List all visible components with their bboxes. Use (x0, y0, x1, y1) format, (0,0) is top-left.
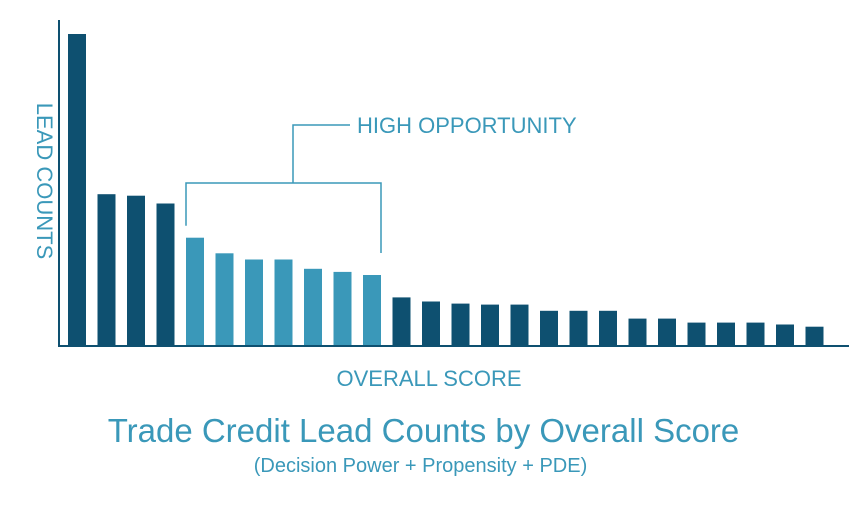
bar-13 (422, 301, 440, 345)
bar-22 (687, 322, 706, 345)
bar-4 (156, 203, 175, 345)
bars-group (68, 34, 824, 345)
chart-title: Trade Credit Lead Counts by Overall Scor… (107, 412, 740, 449)
annotation-bracket (185, 124, 382, 254)
bar-12 (392, 297, 411, 345)
x-axis-label: OVERALL SCORE (336, 366, 521, 391)
bar-14 (451, 303, 470, 345)
chart-subtitle: (Decision Power + Propensity + PDE) (253, 455, 588, 477)
bracket-leader-line (292, 124, 350, 183)
bar-19 (599, 310, 617, 345)
bar-7 (245, 259, 263, 345)
bar-6 (215, 253, 234, 345)
bar-10 (333, 271, 352, 345)
bar-17 (540, 310, 558, 345)
bar-3 (127, 195, 145, 345)
bracket-line (185, 182, 382, 254)
bar-11 (363, 275, 381, 345)
bar-1 (68, 34, 86, 345)
bar-15 (481, 304, 499, 345)
bar-5 (186, 237, 204, 345)
bar-23 (717, 322, 735, 345)
bar-24 (746, 322, 765, 345)
y-axis-label: LEAD COUNTS (32, 103, 57, 259)
bar-21 (658, 318, 676, 345)
bar-20 (628, 318, 647, 345)
bar-16 (510, 304, 529, 345)
bar-26 (805, 326, 824, 345)
bar-25 (776, 324, 794, 345)
bar-2 (97, 194, 116, 345)
bar-9 (304, 268, 322, 345)
bar-8 (274, 259, 293, 345)
annotation-label: HIGH OPPORTUNITY (357, 113, 577, 138)
bar-18 (569, 310, 588, 345)
